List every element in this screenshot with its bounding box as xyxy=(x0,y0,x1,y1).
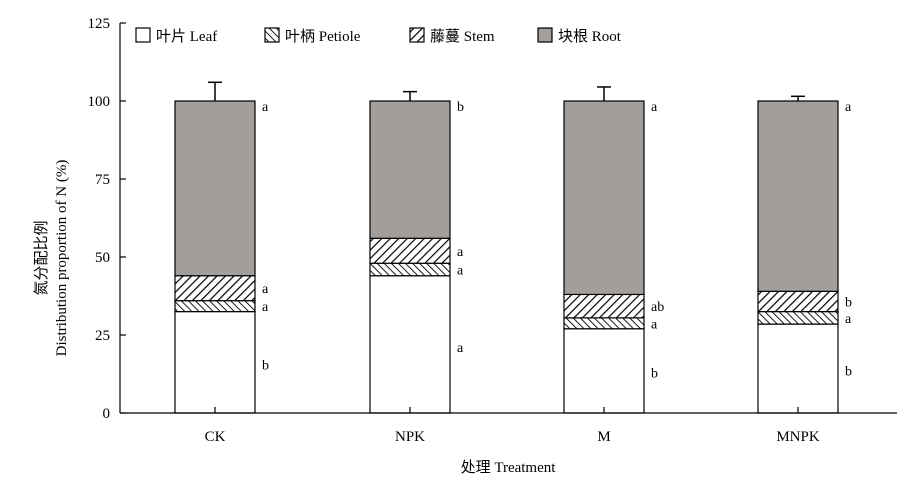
y-tick-label: 0 xyxy=(103,406,111,422)
significance-letter: a xyxy=(651,100,658,115)
y-tick-label: 75 xyxy=(95,172,110,188)
legend-swatch-diagonal-cross xyxy=(264,27,280,43)
significance-letter: a xyxy=(457,341,464,356)
significance-letter: a xyxy=(845,100,852,115)
axes-group: 0 25 50 75 100 125 CK NPK M MNPK xyxy=(88,16,897,445)
bar-segment-mnpk-white xyxy=(757,323,839,414)
significance-letter: a xyxy=(651,317,658,332)
y-axis-label-en: Distribution proportion of N (%) xyxy=(54,160,70,357)
bar-segment-mnpk-diagonal-lines xyxy=(757,290,839,313)
significance-letter: ab xyxy=(651,300,664,315)
legend-label: 藤蔓 Stem xyxy=(430,28,495,45)
y-tick-label: 25 xyxy=(95,328,110,344)
significance-letter: b xyxy=(457,100,464,115)
bar-segment-ck-diagonal-cross xyxy=(174,300,256,313)
bar-segment-m-gray xyxy=(563,100,645,296)
significance-letter: b xyxy=(845,364,852,379)
legend-label: 叶柄 Petiole xyxy=(285,28,361,45)
significance-letter: a xyxy=(262,300,269,315)
x-tick-label-npk: NPK xyxy=(395,429,425,445)
significance-letter: a xyxy=(457,263,464,278)
bar-segment-mnpk-diagonal-cross xyxy=(757,311,839,325)
legend-swatch-white xyxy=(135,27,151,43)
bar-segment-m-white xyxy=(563,328,645,414)
legend-label: 叶片 Leaf xyxy=(156,28,217,45)
significance-letter: a xyxy=(845,312,852,327)
legend-label: 块根 Root xyxy=(558,28,622,45)
legend-swatch-diagonal-lines xyxy=(409,27,425,43)
significance-letter: a xyxy=(457,245,464,260)
significance-letter: b xyxy=(262,358,269,373)
bar-segment-npk-white xyxy=(369,275,451,414)
y-axis-label: 氮分配比例 Distribution proportion of N (%) xyxy=(33,160,70,357)
bar-segment-ck-white xyxy=(174,311,256,414)
significance-letter: b xyxy=(651,367,658,382)
y-axis-label-cn: 氮分配比例 xyxy=(33,220,50,295)
legend: 叶片 Leaf 叶柄 Petiole 藤蔓 Stem 块根 Root xyxy=(135,27,622,45)
x-tick-label-m: M xyxy=(597,429,610,445)
x-tick-label-mnpk: MNPK xyxy=(776,429,820,445)
bar-segment-npk-gray xyxy=(369,100,451,239)
significance-letter: b xyxy=(845,295,852,310)
significance-letter: a xyxy=(262,282,269,297)
bar-segment-m-diagonal-lines xyxy=(563,293,645,319)
y-tick-label: 125 xyxy=(88,16,111,32)
x-tick-label-ck: CK xyxy=(205,429,226,445)
y-tick-label: 100 xyxy=(88,94,111,110)
x-axis-label: 处理 Treatment xyxy=(461,459,557,476)
bar-segment-npk-diagonal-cross xyxy=(369,262,451,277)
bar-segment-ck-diagonal-lines xyxy=(174,275,256,302)
y-tick-label: 50 xyxy=(95,250,110,266)
bar-segment-ck-gray xyxy=(174,100,256,277)
bar-segment-mnpk-gray xyxy=(757,100,839,292)
significance-letter: a xyxy=(262,100,269,115)
bar-segment-npk-diagonal-lines xyxy=(369,237,451,264)
legend-swatch-gray xyxy=(537,27,553,43)
bar-segment-m-diagonal-cross xyxy=(563,317,645,330)
